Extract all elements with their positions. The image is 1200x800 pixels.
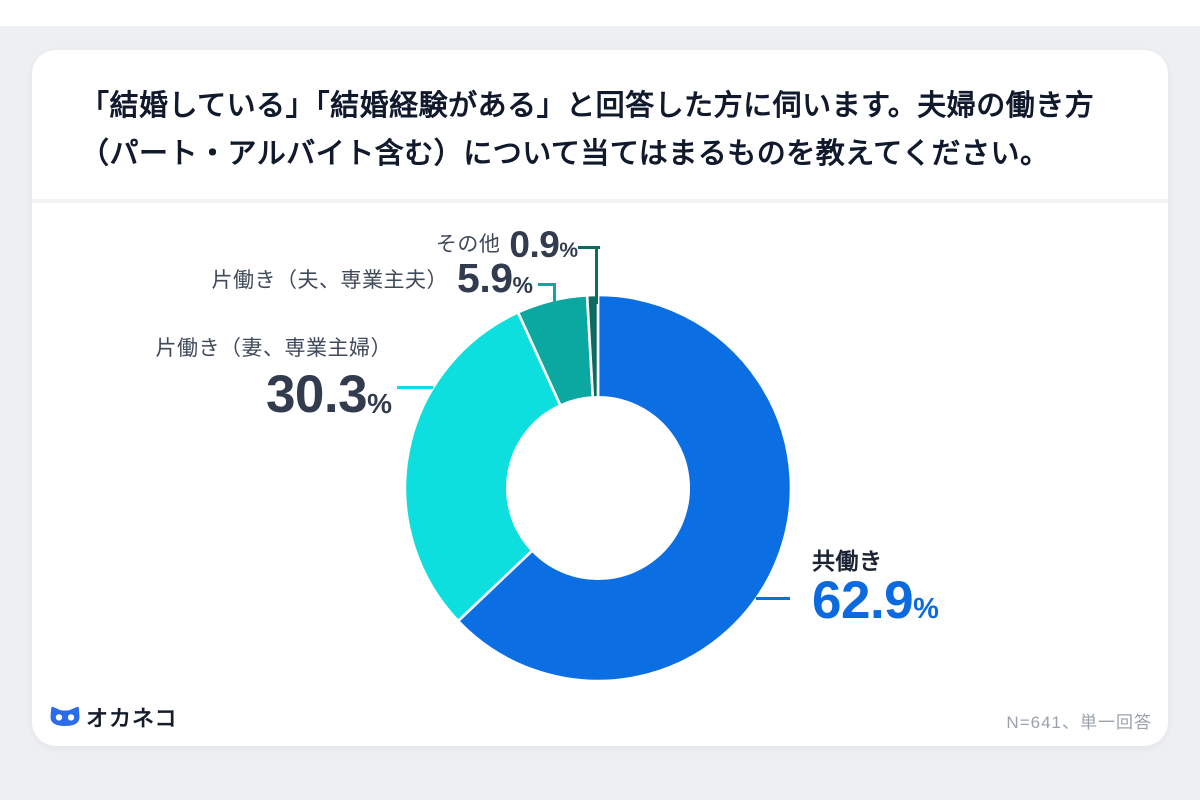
leader-line-dual-horizontal	[756, 597, 790, 600]
leader-line-wife-horizontal	[397, 386, 433, 389]
sample-size-note: N=641、単一回答	[1006, 713, 1152, 732]
brand-logo: オカネコ	[50, 701, 178, 733]
title-divider	[32, 199, 1168, 203]
brand-name: オカネコ	[86, 706, 178, 731]
leader-line-husband-horizontal	[538, 283, 556, 286]
callout-wife-unit: %	[367, 388, 392, 419]
callout-single-income-husband: 片働き（夫、専業主夫） 5.9 %	[212, 258, 533, 299]
donut-segment-0	[456, 293, 793, 683]
callout-wife-value: 30.3	[265, 365, 368, 424]
survey-question-line1: 「結婚している」「結婚経験がある」と回答した方に伺います。夫婦の働き方	[80, 90, 1095, 122]
callout-dual-unit: %	[913, 593, 939, 625]
okaneko-cat-icon	[50, 706, 80, 726]
donut-chart	[403, 293, 793, 683]
callout-other-value: 0.9	[509, 224, 560, 265]
survey-question-title: 「結婚している」「結婚経験がある」と回答した方に伺います。夫婦の働き方 （パート…	[80, 82, 1128, 178]
callout-other-label: その他	[435, 233, 501, 256]
callout-single-income-wife-value-row: 30.3 %	[266, 368, 392, 421]
callout-dual-income-value-row: 62.9 %	[812, 574, 939, 627]
survey-result-card: 「結婚している」「結婚経験がある」と回答した方に伺います。夫婦の働き方 （パート…	[32, 50, 1168, 746]
callout-husband-value: 5.9	[457, 255, 513, 301]
callout-single-income-wife-label: 片働き（妻、専業主婦）	[155, 337, 392, 360]
callout-other-unit: %	[559, 239, 578, 262]
callout-husband-label: 片働き（夫、専業主夫）	[211, 269, 449, 292]
callout-husband-unit: %	[512, 272, 533, 298]
donut-segment-3	[585, 293, 600, 399]
donut-chart-container	[398, 288, 798, 688]
callout-dual-income-label: 共働き	[812, 548, 883, 574]
donut-segment-1	[403, 310, 563, 623]
leader-line-other-horizontal	[578, 246, 600, 249]
survey-question-line2: （パート・アルバイト含む）について当てはまるものを教えてください。	[80, 138, 1050, 170]
leader-line-husband-vertical	[553, 283, 556, 303]
callout-other: その他 0.9 %	[436, 226, 578, 263]
callout-dual-value: 62.9	[812, 571, 914, 630]
leader-line-other-vertical	[595, 246, 598, 304]
